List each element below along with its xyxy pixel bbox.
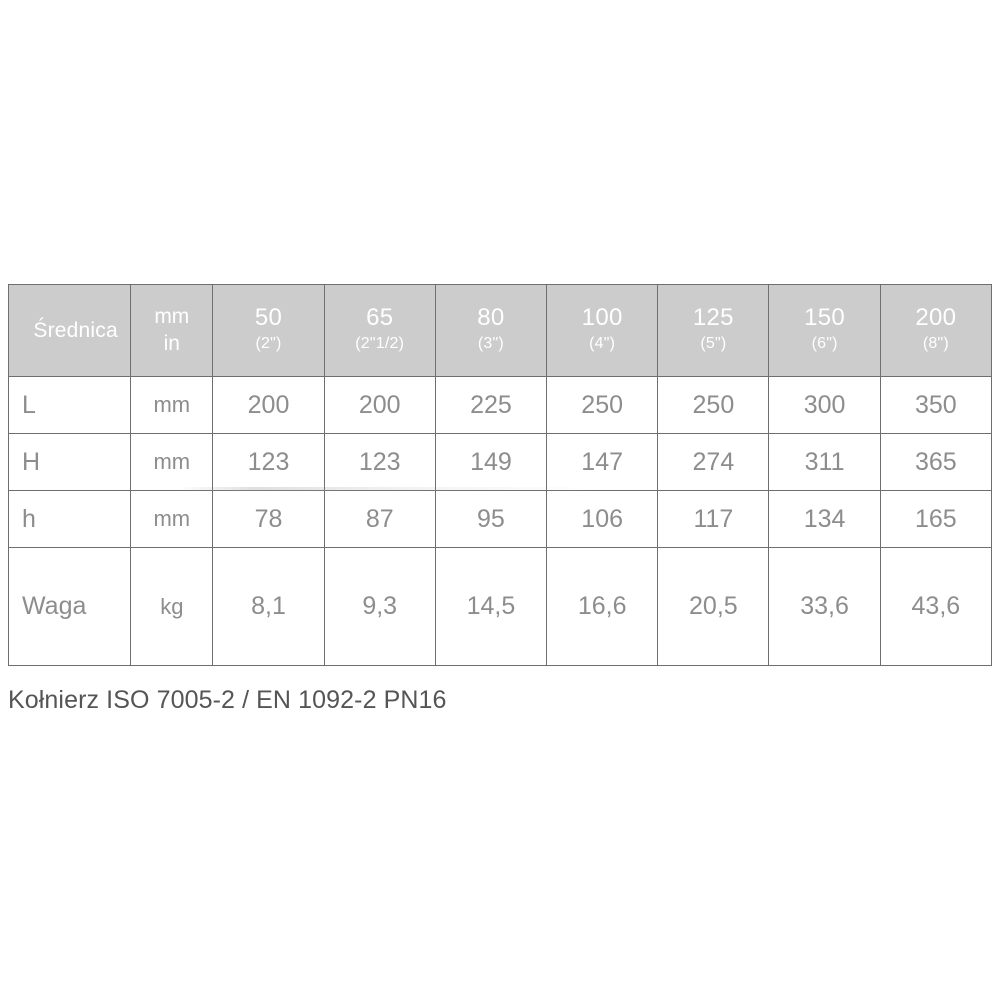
header-unit-mm: mm bbox=[154, 304, 190, 328]
row-unit-h: mm bbox=[130, 490, 214, 548]
table-body: L mm 200 200 225 250 250 300 350 H mm 12… bbox=[7, 376, 993, 666]
table-row-H: H mm 123 123 149 147 274 311 365 bbox=[7, 433, 993, 491]
cell-L-200: 350 bbox=[879, 376, 993, 434]
header-size-150-inches: (6") bbox=[811, 334, 838, 352]
row-unit-H: mm bbox=[130, 433, 214, 491]
header-size-50: 50 (2") bbox=[212, 284, 325, 377]
header-size-65: 65 (2"1/2) bbox=[323, 284, 436, 377]
header-diameter-label: Średnica bbox=[7, 284, 132, 377]
table-row-L: L mm 200 200 225 250 250 300 350 bbox=[7, 376, 993, 434]
header-size-200-nominal: 200 bbox=[915, 304, 957, 332]
header-size-65-nominal: 65 bbox=[366, 304, 394, 332]
header-size-80: 80 (3") bbox=[434, 284, 548, 377]
header-size-200: 200 (8") bbox=[879, 284, 993, 377]
cell-L-150: 300 bbox=[768, 376, 881, 434]
row-label-L: L bbox=[7, 376, 132, 434]
row-unit-waga: kg bbox=[130, 547, 214, 666]
cell-L-50: 200 bbox=[212, 376, 325, 434]
cell-h-100: 106 bbox=[546, 490, 659, 548]
header-row: Średnica mm in 50 (2") 65 (2"1/2) 80 bbox=[7, 284, 993, 377]
cell-waga-80: 14,5 bbox=[434, 547, 548, 666]
cell-L-65: 200 bbox=[323, 376, 436, 434]
row-label-waga: Waga bbox=[7, 547, 132, 666]
cell-h-150: 134 bbox=[768, 490, 881, 548]
dimensions-table: Średnica mm in 50 (2") 65 (2"1/2) 80 bbox=[7, 284, 993, 666]
cell-H-100: 147 bbox=[546, 433, 659, 491]
header-size-100-nominal: 100 bbox=[581, 304, 623, 332]
cell-L-80: 225 bbox=[434, 376, 548, 434]
table-header: Średnica mm in 50 (2") 65 (2"1/2) 80 bbox=[7, 284, 993, 377]
cell-H-80: 149 bbox=[434, 433, 548, 491]
header-unit-cell: mm in bbox=[130, 284, 214, 377]
header-size-80-inches: (3") bbox=[477, 334, 504, 352]
row-unit-L: mm bbox=[130, 376, 214, 434]
row-label-h: h bbox=[7, 490, 132, 548]
cell-waga-150: 33,6 bbox=[768, 547, 881, 666]
cell-waga-200: 43,6 bbox=[879, 547, 993, 666]
cell-H-150: 311 bbox=[768, 433, 881, 491]
table-row-waga: Waga kg 8,1 9,3 14,5 16,6 20,5 33,6 43,6 bbox=[7, 547, 993, 666]
cell-waga-125: 20,5 bbox=[657, 547, 770, 666]
cell-L-125: 250 bbox=[657, 376, 770, 434]
header-size-125-nominal: 125 bbox=[692, 304, 734, 332]
cell-waga-100: 16,6 bbox=[546, 547, 659, 666]
cell-h-200: 165 bbox=[879, 490, 993, 548]
row-label-H: H bbox=[7, 433, 132, 491]
cell-h-65: 87 bbox=[323, 490, 436, 548]
header-size-150-nominal: 150 bbox=[804, 304, 846, 332]
header-size-65-inches: (2"1/2) bbox=[355, 334, 405, 352]
cell-h-80: 95 bbox=[434, 490, 548, 548]
table-row-h: h mm 78 87 95 106 117 134 165 bbox=[7, 490, 993, 548]
header-size-125: 125 (5") bbox=[657, 284, 770, 377]
cell-H-200: 365 bbox=[879, 433, 993, 491]
cell-h-125: 117 bbox=[657, 490, 770, 548]
header-size-150: 150 (6") bbox=[768, 284, 881, 377]
cell-h-50: 78 bbox=[212, 490, 325, 548]
header-size-200-inches: (8") bbox=[922, 334, 949, 352]
header-size-50-nominal: 50 bbox=[254, 304, 283, 332]
header-size-50-inches: (2") bbox=[255, 334, 282, 352]
cell-L-100: 250 bbox=[546, 376, 659, 434]
cell-waga-50: 8,1 bbox=[212, 547, 325, 666]
header-size-100: 100 (4") bbox=[546, 284, 659, 377]
table-caption: Kołnierz ISO 7005-2 / EN 1092-2 PN16 bbox=[8, 686, 447, 714]
cell-waga-65: 9,3 bbox=[323, 547, 436, 666]
header-size-100-inches: (4") bbox=[589, 334, 616, 352]
header-unit-in: in bbox=[163, 331, 180, 355]
cell-H-65: 123 bbox=[323, 433, 436, 491]
cell-H-125: 274 bbox=[657, 433, 770, 491]
cell-H-50: 123 bbox=[212, 433, 325, 491]
dimensions-table-container: Średnica mm in 50 (2") 65 (2"1/2) 80 bbox=[7, 284, 993, 666]
header-size-80-nominal: 80 bbox=[477, 304, 505, 332]
header-size-125-inches: (5") bbox=[700, 334, 727, 352]
